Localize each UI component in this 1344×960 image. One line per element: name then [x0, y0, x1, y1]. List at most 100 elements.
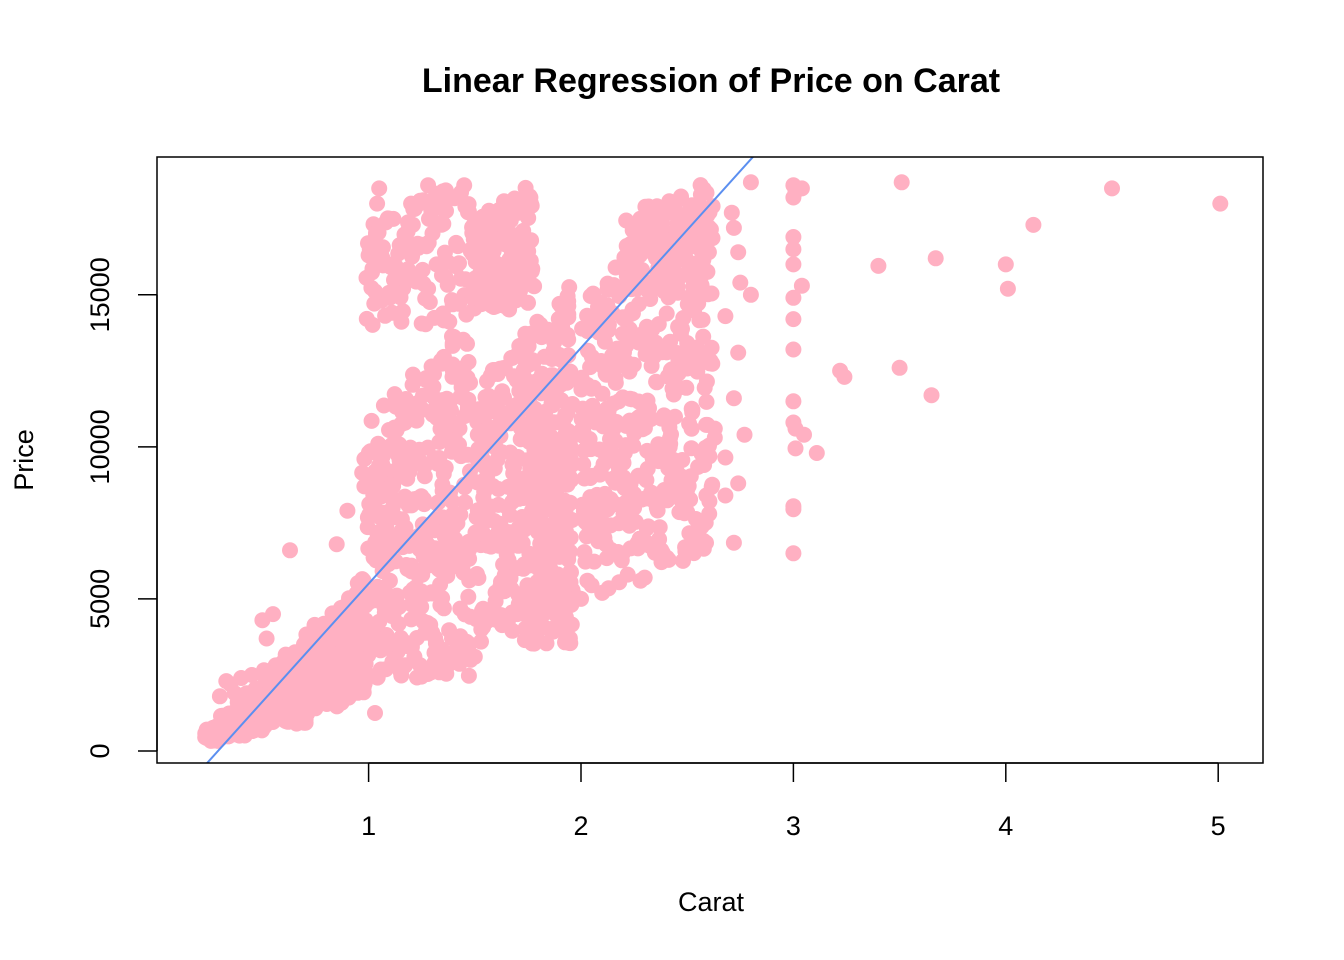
- data-point: [517, 352, 534, 369]
- data-point: [438, 531, 455, 548]
- data-point: [457, 494, 474, 511]
- data-point: [1104, 180, 1120, 197]
- y-axis: 0 5000 10000 15000: [85, 257, 158, 759]
- data-point: [576, 470, 593, 487]
- data-point: [462, 241, 479, 258]
- data-point: [400, 214, 416, 231]
- data-point: [426, 309, 443, 326]
- data-point: [336, 613, 353, 630]
- data-point: [426, 540, 443, 557]
- data-point: [577, 553, 594, 570]
- data-point: [451, 255, 467, 272]
- data-point: [358, 310, 375, 327]
- data-point: [698, 229, 715, 246]
- data-point: [516, 584, 533, 601]
- data-point: [785, 241, 802, 258]
- data-point: [696, 379, 713, 396]
- data-point: [436, 244, 453, 261]
- data-point: [557, 408, 574, 425]
- data-point: [528, 497, 545, 514]
- data-point: [621, 517, 638, 534]
- data-point: [700, 244, 717, 261]
- data-point: [466, 648, 483, 665]
- x-axis-label: Carat: [678, 887, 745, 917]
- data-point: [393, 416, 409, 433]
- data-point: [375, 538, 392, 555]
- data-point: [413, 598, 430, 615]
- data-point: [523, 263, 540, 280]
- data-point: [420, 280, 437, 297]
- data-point: [619, 248, 636, 265]
- data-point: [648, 250, 664, 266]
- data-point: [415, 613, 432, 630]
- data-point: [441, 313, 458, 330]
- data-point: [466, 271, 482, 288]
- data-point: [584, 397, 601, 414]
- data-point: [624, 332, 641, 349]
- data-point: [539, 469, 556, 485]
- data-point: [634, 421, 651, 438]
- data-point: [785, 189, 802, 206]
- data-point: [695, 454, 712, 470]
- data-point: [660, 263, 677, 280]
- data-point: [526, 278, 543, 295]
- data-point: [614, 357, 631, 374]
- data-point: [454, 379, 471, 396]
- data-point: [437, 557, 454, 574]
- data-point: [700, 286, 716, 303]
- data-point: [624, 301, 641, 318]
- data-point: [679, 487, 696, 504]
- data-point: [259, 667, 276, 684]
- data-point: [541, 539, 558, 556]
- data-point: [350, 683, 367, 700]
- data-point: [927, 250, 944, 267]
- data-point: [434, 355, 451, 372]
- data-point: [505, 399, 521, 416]
- data-point: [469, 426, 486, 443]
- data-point: [692, 177, 709, 194]
- data-point: [482, 395, 499, 411]
- data-point: [552, 594, 569, 611]
- data-point: [796, 426, 812, 443]
- data-point: [522, 194, 538, 211]
- data-point: [380, 556, 397, 573]
- data-point: [367, 283, 383, 300]
- data-point: [785, 545, 802, 562]
- data-point: [604, 470, 621, 487]
- data-point: [456, 177, 473, 194]
- data-point: [579, 307, 596, 324]
- data-point: [623, 281, 640, 298]
- data-point: [369, 195, 386, 212]
- data-point: [460, 588, 477, 605]
- data-point: [662, 333, 679, 350]
- data-point: [742, 174, 759, 191]
- data-point: [785, 311, 802, 328]
- data-point: [661, 243, 678, 260]
- data-point: [434, 509, 451, 526]
- data-point: [540, 321, 557, 338]
- data-point: [560, 298, 577, 315]
- data-point: [787, 440, 804, 457]
- data-point: [695, 328, 712, 345]
- data-point: [510, 537, 527, 554]
- data-point: [512, 245, 529, 262]
- data-point: [214, 707, 231, 724]
- data-point: [651, 519, 668, 536]
- data-point: [596, 488, 613, 505]
- data-point: [388, 462, 405, 479]
- data-point: [416, 468, 433, 485]
- data-point: [529, 511, 546, 528]
- data-point: [717, 308, 734, 325]
- x-tick-label: 4: [998, 811, 1013, 841]
- data-point: [573, 422, 590, 439]
- data-point: [530, 560, 547, 577]
- data-point: [383, 599, 400, 616]
- data-point: [562, 563, 579, 580]
- data-point: [785, 501, 802, 518]
- data-point: [451, 420, 468, 437]
- data-point: [410, 568, 427, 585]
- data-point: [371, 509, 388, 526]
- data-point: [396, 488, 413, 505]
- data-point: [870, 257, 887, 274]
- data-point: [282, 542, 298, 559]
